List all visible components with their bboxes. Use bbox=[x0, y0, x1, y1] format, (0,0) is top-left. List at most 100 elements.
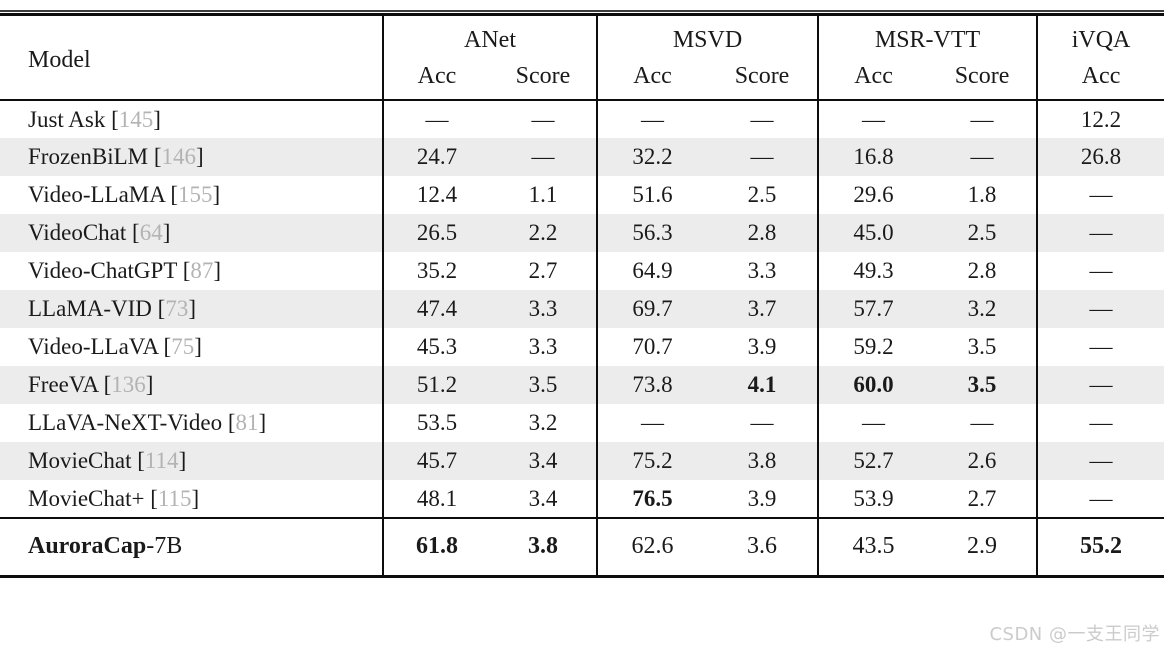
metric-value: 24.7 bbox=[382, 138, 490, 176]
metric-value: 61.8 bbox=[382, 517, 490, 578]
table-row: Just Ask [145] — — — — — — 12.2 bbox=[0, 100, 1164, 138]
table-row: FrozenBiLM [146] 24.7—32.2—16.8—26.8 bbox=[0, 138, 1164, 176]
model-name: Video-ChatGPT [87] bbox=[28, 258, 222, 283]
metric-value: 3.3 bbox=[490, 290, 598, 328]
metric-value: 3.5 bbox=[967, 334, 997, 359]
metric-value: 4.1 bbox=[707, 366, 819, 404]
metric-value: 51.6 bbox=[596, 176, 708, 214]
metric-value: — bbox=[817, 404, 929, 442]
metric-value: 70.7 bbox=[596, 328, 708, 366]
metric-value: 1.8 bbox=[967, 182, 997, 207]
metric-value: 12.4 bbox=[382, 176, 490, 214]
metric-value: 45.7 bbox=[382, 442, 490, 480]
col-group-ivqa: iVQA bbox=[1036, 16, 1164, 58]
metric-value: — bbox=[928, 138, 1038, 176]
metric-value: 35.2 bbox=[382, 252, 490, 290]
model-name: MovieChat [114] bbox=[0, 442, 383, 480]
metric-value: 12.2 bbox=[1036, 100, 1164, 138]
model-name: FreeVA [136] bbox=[0, 366, 383, 404]
col-header-model: Model bbox=[0, 16, 383, 101]
metric-value: 52.7 bbox=[817, 442, 929, 480]
model-name: Video-LLaVA [75] bbox=[28, 334, 202, 359]
metric-value: 3.6 bbox=[707, 517, 819, 578]
metric-value: 60.0 bbox=[817, 366, 929, 404]
metric-value: 48.1 bbox=[382, 480, 490, 518]
model-name: LLaVA-NeXT-Video [81] bbox=[28, 410, 267, 435]
metric-value: 3.7 bbox=[707, 290, 819, 328]
header-group-row: Model ANet MSVD MSR-VTT iVQA bbox=[0, 16, 1164, 101]
metric-value: 75.2 bbox=[596, 442, 708, 480]
citation-number: 114 bbox=[144, 448, 179, 473]
metric-value: 2.7 bbox=[528, 258, 558, 283]
table-header: Model ANet MSVD MSR-VTT iVQA Acc Score A… bbox=[0, 16, 1164, 101]
metric-value: 49.3 bbox=[817, 252, 929, 290]
col-group-anet: ANet bbox=[381, 16, 598, 58]
metric-value: 32.2 bbox=[596, 138, 708, 176]
metric-value: — bbox=[1036, 176, 1164, 214]
metric-value: 3.2 bbox=[928, 290, 1038, 328]
metric-value: 45.3 bbox=[382, 328, 490, 366]
metric-value: — bbox=[1036, 214, 1164, 252]
metric-value: — bbox=[817, 100, 929, 138]
metric-value: 43.5 bbox=[817, 517, 929, 578]
model-name-bold: AuroraCap bbox=[28, 533, 147, 560]
citation-number: 136 bbox=[111, 372, 146, 397]
citation-number: 75 bbox=[171, 334, 195, 359]
metric-value: 45.0 bbox=[817, 214, 929, 252]
metric-value: 3.9 bbox=[747, 334, 777, 359]
metric-value: 56.3 bbox=[596, 214, 708, 252]
metric-value: 2.8 bbox=[707, 214, 819, 252]
metric-value: 76.5 bbox=[596, 480, 708, 518]
metric-value: 73.8 bbox=[596, 366, 708, 404]
metric-value: 53.9 bbox=[817, 480, 929, 518]
metric-value: 55.2 bbox=[1036, 517, 1164, 578]
metric-value: — bbox=[707, 138, 819, 176]
metric-value: 2.8 bbox=[967, 258, 997, 283]
metric-value: 69.7 bbox=[596, 290, 708, 328]
col-header-anet-acc: Acc bbox=[382, 58, 490, 101]
table-row: Video-LLaMA [155] 12.4 1.1 51.6 2.5 29.6 1.8 — bbox=[0, 176, 1164, 214]
metric-value: — bbox=[1036, 366, 1164, 404]
table-row: Video-ChatGPT [87] 35.2 2.7 64.9 3.3 49.3 2.8 — bbox=[0, 252, 1164, 290]
citation-number: 81 bbox=[235, 410, 259, 435]
metric-value: 26.5 bbox=[382, 214, 490, 252]
metric-value: 3.8 bbox=[707, 442, 819, 480]
model-name: AuroraCap-7B bbox=[0, 517, 383, 578]
metric-value: 2.2 bbox=[490, 214, 598, 252]
table-row: FreeVA [136] 51.2 3.5 73.8 4.1 60.0 3.5— bbox=[0, 366, 1164, 404]
metric-value: 57.7 bbox=[817, 290, 929, 328]
metric-value: — bbox=[1036, 252, 1164, 290]
col-header-msvd-score: Score bbox=[707, 58, 819, 101]
metric-value: 47.4 bbox=[382, 290, 490, 328]
metric-value: 59.2 bbox=[817, 328, 929, 366]
metric-value: 2.6 bbox=[928, 442, 1038, 480]
metric-value: — bbox=[750, 106, 774, 132]
table-top-rule bbox=[0, 10, 1164, 16]
col-header-msrvtt-acc: Acc bbox=[817, 58, 929, 101]
table-row: MovieChat [114] 45.7 3.4 75.2 3.8 52.7 2.6— bbox=[0, 442, 1164, 480]
metric-value: — bbox=[750, 410, 774, 435]
metric-value: 3.4 bbox=[490, 442, 598, 480]
metric-value: — bbox=[1036, 480, 1164, 518]
metric-value: — bbox=[596, 404, 708, 442]
metric-value: — bbox=[1036, 290, 1164, 328]
table-body: Just Ask [145] — — — — — —12.2 FrozenBiLM [146]… bbox=[0, 100, 1164, 518]
col-header-ivqa-acc: Acc bbox=[1036, 58, 1164, 101]
metric-value: 53.5 bbox=[382, 404, 490, 442]
metric-value: 64.9 bbox=[596, 252, 708, 290]
metric-value: — bbox=[596, 100, 708, 138]
citation-number: 115 bbox=[157, 485, 192, 511]
col-header-msrvtt-score: Score bbox=[928, 58, 1038, 101]
model-name: MovieChat+ [115] bbox=[28, 485, 200, 511]
citation-number: 155 bbox=[178, 182, 213, 207]
table-row: VideoChat [64] 26.5 2.2 56.3 2.8 45.0 2.5— bbox=[0, 214, 1164, 252]
metric-value: 3.4 bbox=[528, 485, 558, 511]
table-row: MovieChat+ [115] 48.1 3.4 76.5 3.9 53.9 2.7 — bbox=[0, 480, 1164, 518]
final-table-row: AuroraCap-7B 61.8 3.8 62.6 3.6 43.5 2.9 55.2 bbox=[0, 517, 1164, 578]
metric-value: 2.5 bbox=[747, 182, 777, 207]
citation-number: 87 bbox=[190, 258, 214, 283]
metric-value: — bbox=[490, 138, 598, 176]
metric-value: 29.6 bbox=[817, 176, 929, 214]
model-name: Video-LLaMA [155] bbox=[28, 182, 221, 207]
metric-value: — bbox=[1036, 404, 1164, 442]
